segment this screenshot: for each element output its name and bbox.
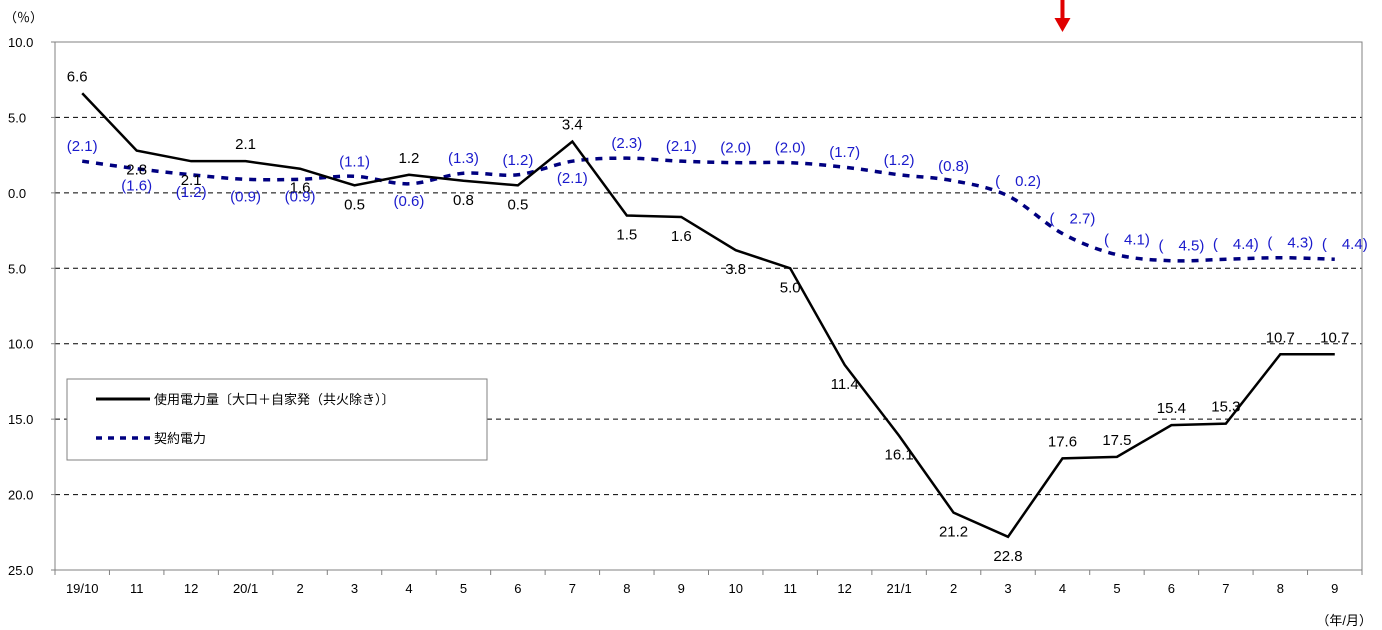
- y-tick-label: 5.0: [8, 261, 26, 276]
- x-tick-label: 4: [405, 581, 412, 596]
- x-tick-label: 20/1: [233, 581, 258, 596]
- data-label-usage: 11.4: [831, 376, 859, 393]
- data-label-contract: (2.0): [720, 140, 751, 157]
- data-label-contract: (2.0): [775, 140, 806, 157]
- data-label-usage: 16.1: [885, 447, 914, 464]
- data-label-usage: 0.5: [507, 196, 528, 213]
- gridlines: [55, 116, 1362, 496]
- x-tick-label: 3: [351, 581, 358, 596]
- data-label-contract: ( 2.7): [1050, 211, 1096, 228]
- y-unit-label: （％）: [4, 10, 43, 25]
- data-label-contract: (1.2): [176, 184, 207, 201]
- data-label-usage: 15.3: [1211, 399, 1240, 416]
- data-label-usage: 2.8: [126, 162, 147, 179]
- data-label-usage: 3.8: [725, 261, 746, 278]
- y-tick-label: 10.0: [8, 35, 33, 50]
- x-tick-label: 11: [130, 581, 144, 596]
- x-tick-label: 3: [1004, 581, 1011, 596]
- y-tick-label: 15.0: [8, 412, 33, 427]
- data-label-contract: (2.1): [557, 170, 588, 187]
- data-label-contract: ( 4.4): [1322, 236, 1368, 253]
- y-tick-label: 20.0: [8, 488, 33, 503]
- x-tick-label: 21/1: [886, 581, 911, 596]
- data-label-contract: (0.6): [394, 193, 425, 210]
- x-tick-label: 9: [1331, 581, 1338, 596]
- x-tick-label: 12: [837, 581, 851, 596]
- y-tick-label: 25.0: [8, 563, 33, 578]
- x-tick-label: 6: [514, 581, 521, 596]
- data-label-contract: (0.9): [230, 188, 261, 205]
- data-label-usage: 2.1: [235, 136, 256, 153]
- data-label-contract: ( 4.1): [1104, 232, 1150, 249]
- y-tick-label: 0.0: [8, 186, 26, 201]
- legend-label-usage: 使用電力量〔大口＋自家発（共火除き）〕: [154, 392, 395, 407]
- data-label-usage: 22.8: [993, 548, 1022, 565]
- data-label-contract: (1.2): [884, 152, 915, 169]
- x-axis-ticks: 19/10 11 12 20/1 2 3 4 5 6 7 8 9 10 11 12 21/1 2 3 4 5 6 7 8 9: [54, 570, 1363, 596]
- data-label-contract: ( 0.2): [995, 173, 1041, 190]
- data-label-contract: ( 4.5): [1158, 238, 1204, 255]
- y-tick-label: 10.0: [8, 337, 33, 352]
- data-label-contract: (2.1): [666, 138, 697, 155]
- data-label-contract: (1.6): [121, 178, 152, 195]
- x-tick-label: 5: [1113, 581, 1120, 596]
- x-tick-label: 2: [950, 581, 957, 596]
- series-line-contract: [81, 156, 1335, 263]
- data-label-contract: (2.1): [67, 138, 98, 155]
- data-label-usage: 0.8: [453, 192, 474, 209]
- data-label-usage: 5.0: [780, 279, 801, 296]
- x-tick-label: 4: [1059, 581, 1066, 596]
- data-label-usage: 0.5: [344, 196, 365, 213]
- data-label-usage: 1.2: [399, 150, 420, 167]
- marker-arrow-shaft: [1060, 0, 1065, 20]
- x-tick-label: 2: [296, 581, 303, 596]
- highlight-marker: [1054, 0, 1071, 32]
- data-labels: 6.6 2.8 2.1 2.1 1.6 0.5 1.2 0.8 0.5 3.4 1.5 1.6 3.8 5…: [67, 68, 1368, 565]
- x-tick-label: 8: [623, 581, 630, 596]
- x-tick-label: 9: [678, 581, 685, 596]
- data-label-usage: 10.7: [1266, 329, 1295, 346]
- data-label-contract: (0.8): [938, 158, 969, 175]
- data-label-usage: 1.6: [671, 228, 692, 245]
- data-label-usage: 10.7: [1320, 329, 1349, 346]
- x-tick-label: 5: [460, 581, 467, 596]
- legend-box: [66, 378, 488, 461]
- x-tick-label: 7: [569, 581, 576, 596]
- series-line-usage: [81, 92, 1335, 539]
- data-label-usage: 21.2: [939, 524, 968, 541]
- data-label-contract: ( 4.3): [1267, 235, 1313, 252]
- x-tick-label: 19/10: [66, 581, 99, 596]
- data-label-usage: 1.5: [616, 226, 637, 243]
- x-tick-label: 7: [1222, 581, 1229, 596]
- data-label-contract: (1.7): [829, 144, 860, 161]
- series-lines: [81, 92, 1335, 539]
- data-label-contract: ( 4.4): [1213, 236, 1259, 253]
- data-label-usage: 15.4: [1157, 400, 1186, 417]
- y-tick-label: 5.0: [8, 110, 26, 125]
- y-axis-ticks: 10.0 5.0 0.0 5.0 10.0 15.0 20.0 25.0: [8, 35, 55, 578]
- data-label-usage: 3.4: [562, 117, 583, 134]
- data-label-usage: 17.6: [1048, 433, 1077, 450]
- x-tick-label: 12: [184, 581, 198, 596]
- data-label-usage: 17.5: [1102, 432, 1131, 449]
- data-label-contract: (1.2): [502, 152, 533, 169]
- legend: 使用電力量〔大口＋自家発（共火除き）〕 契約電力: [66, 378, 488, 461]
- data-label-contract: (1.1): [339, 153, 370, 170]
- x-tick-label: 6: [1168, 581, 1175, 596]
- data-label-usage: 1.6: [290, 180, 311, 197]
- data-label-contract: (1.3): [448, 150, 479, 167]
- x-tick-label: 11: [783, 581, 797, 596]
- x-tick-label: 8: [1277, 581, 1284, 596]
- x-tick-label: 10: [728, 581, 742, 596]
- x-unit-label: （年/月）: [1316, 613, 1372, 628]
- legend-label-contract: 契約電力: [154, 431, 206, 446]
- marker-arrow-head: [1054, 18, 1071, 32]
- data-label-usage: 2.1: [181, 172, 202, 189]
- data-label-contract: (2.3): [611, 135, 642, 152]
- data-label-contract: (0.9): [285, 188, 316, 205]
- data-label-usage: 6.6: [67, 68, 88, 85]
